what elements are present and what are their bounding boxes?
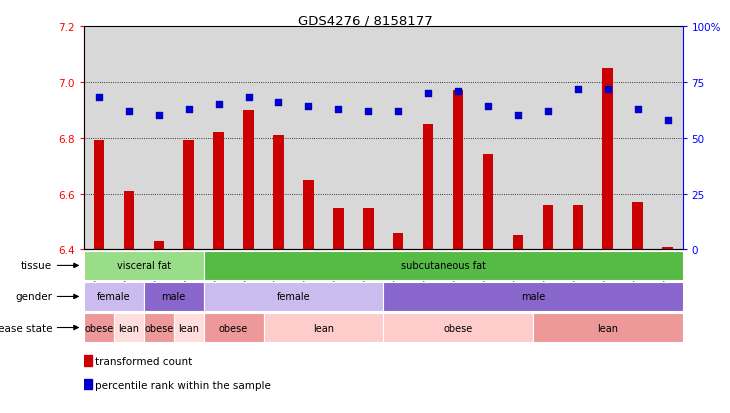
- Bar: [473, 27, 503, 250]
- Text: GDS4276 / 8158177: GDS4276 / 8158177: [298, 14, 432, 27]
- Bar: [662, 247, 673, 250]
- Point: [153, 113, 165, 119]
- Bar: [453, 91, 464, 250]
- Text: male: male: [520, 292, 545, 302]
- Bar: [273, 135, 284, 250]
- Bar: [623, 27, 653, 250]
- Bar: [204, 282, 383, 311]
- Bar: [383, 282, 683, 311]
- Text: lean: lean: [178, 323, 199, 333]
- Bar: [123, 191, 134, 250]
- Point: [602, 86, 613, 93]
- Text: disease state: disease state: [0, 323, 52, 333]
- Bar: [243, 110, 254, 250]
- Bar: [174, 27, 204, 250]
- Point: [123, 108, 134, 115]
- Bar: [84, 251, 204, 280]
- Bar: [114, 27, 144, 250]
- Text: female: female: [277, 292, 310, 302]
- Point: [453, 88, 464, 95]
- Text: transformed count: transformed count: [96, 356, 193, 366]
- Bar: [512, 236, 523, 250]
- Bar: [653, 27, 683, 250]
- Text: obese: obese: [219, 323, 248, 333]
- Bar: [353, 27, 383, 250]
- Point: [93, 95, 105, 102]
- Text: obese: obese: [144, 323, 174, 333]
- Text: visceral fat: visceral fat: [117, 261, 171, 271]
- Text: subcutaneous fat: subcutaneous fat: [401, 261, 485, 271]
- Point: [363, 108, 374, 115]
- Bar: [632, 202, 643, 250]
- Text: percentile rank within the sample: percentile rank within the sample: [96, 380, 272, 389]
- Bar: [264, 313, 383, 342]
- Bar: [213, 133, 224, 250]
- Bar: [144, 27, 174, 250]
- Bar: [533, 27, 563, 250]
- Point: [273, 100, 285, 106]
- Bar: [303, 180, 314, 250]
- Point: [182, 106, 194, 113]
- Text: female: female: [97, 292, 131, 302]
- Bar: [563, 27, 593, 250]
- Bar: [443, 27, 473, 250]
- Bar: [323, 27, 353, 250]
- Text: obese: obese: [84, 323, 114, 333]
- Point: [512, 113, 524, 119]
- Bar: [333, 208, 344, 250]
- Point: [572, 86, 584, 93]
- Bar: [84, 282, 144, 311]
- Bar: [144, 313, 174, 342]
- Text: obese: obese: [443, 323, 473, 333]
- Bar: [84, 379, 92, 389]
- Bar: [204, 251, 683, 280]
- Text: tissue: tissue: [21, 261, 52, 271]
- Point: [303, 104, 315, 110]
- Point: [393, 108, 404, 115]
- Bar: [383, 313, 533, 342]
- Bar: [183, 141, 194, 250]
- Bar: [602, 69, 613, 250]
- Point: [213, 102, 225, 108]
- Bar: [84, 27, 114, 250]
- Bar: [363, 208, 374, 250]
- Bar: [144, 282, 204, 311]
- Point: [631, 106, 644, 113]
- Bar: [264, 27, 293, 250]
- Bar: [572, 205, 583, 250]
- Point: [333, 106, 345, 113]
- Bar: [413, 27, 443, 250]
- Bar: [483, 155, 493, 250]
- Bar: [234, 27, 264, 250]
- Text: male: male: [161, 292, 186, 302]
- Bar: [393, 233, 404, 250]
- Bar: [383, 27, 413, 250]
- Bar: [423, 124, 434, 250]
- Bar: [174, 313, 204, 342]
- Bar: [533, 313, 683, 342]
- Text: lean: lean: [313, 323, 334, 333]
- Bar: [293, 27, 323, 250]
- Text: lean: lean: [597, 323, 618, 333]
- Bar: [204, 313, 264, 342]
- Point: [242, 95, 255, 102]
- Point: [542, 108, 554, 115]
- Bar: [503, 27, 533, 250]
- Bar: [84, 313, 114, 342]
- Point: [422, 90, 434, 97]
- Bar: [542, 205, 553, 250]
- Point: [483, 104, 494, 110]
- Bar: [593, 27, 623, 250]
- Text: gender: gender: [15, 292, 52, 302]
- Bar: [153, 242, 164, 250]
- Bar: [84, 355, 92, 366]
- Bar: [114, 313, 144, 342]
- Bar: [204, 27, 234, 250]
- Bar: [93, 141, 104, 250]
- Text: lean: lean: [118, 323, 139, 333]
- Point: [662, 117, 674, 124]
